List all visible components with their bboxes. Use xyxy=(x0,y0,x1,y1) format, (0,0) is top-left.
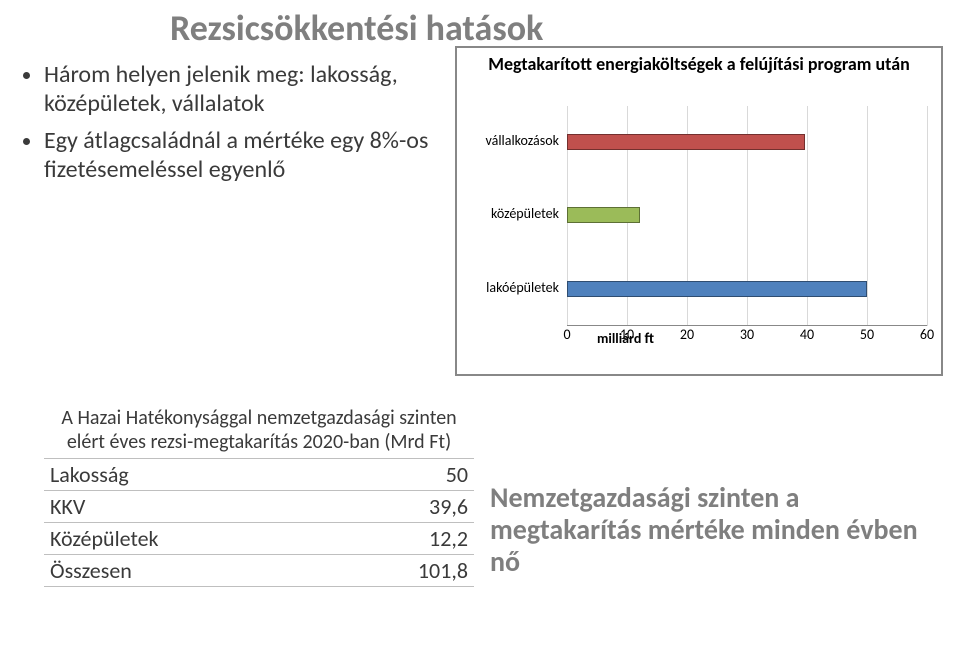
category-label: lakóépületek xyxy=(486,279,559,296)
bar-row: vállalkozások xyxy=(567,134,927,150)
chart-title: Megtakarított energiaköltségek a felújít… xyxy=(457,48,941,75)
x-tick-label: 30 xyxy=(740,326,754,343)
bullet-item: Három helyen jelenik meg: lakosság, közé… xyxy=(44,60,450,118)
x-tick-label: 50 xyxy=(860,326,874,343)
bar xyxy=(567,134,805,150)
bar xyxy=(567,207,640,223)
table-row: Lakosság50 xyxy=(44,459,474,491)
table-title: A Hazai Hatékonysággal nemzetgazdasági s… xyxy=(44,406,474,454)
bar-row: középületek xyxy=(567,207,927,223)
bar xyxy=(567,281,867,297)
x-tick-label: 20 xyxy=(680,326,694,343)
table-cell-label: Középületek xyxy=(44,523,328,555)
chart-plot-area: vállalkozások középületek lakóépületek xyxy=(567,106,927,326)
savings-table: Lakosság50KKV39,6Középületek12,2Összesen… xyxy=(44,458,474,587)
table-cell-value: 50 xyxy=(328,459,474,491)
energy-savings-chart: Megtakarított energiaköltségek a felújít… xyxy=(455,46,943,376)
summary-text: Nemzetgazdasági szinten a megtakarítás m… xyxy=(490,482,940,579)
page-title: Rezsicsökkentési hatások xyxy=(170,6,543,50)
table-cell-value: 101,8 xyxy=(328,555,474,587)
table-cell-label: KKV xyxy=(44,491,328,523)
savings-table-box: A Hazai Hatékonysággal nemzetgazdasági s… xyxy=(44,406,474,587)
category-label: vállalkozások xyxy=(486,132,560,149)
table-row: KKV39,6 xyxy=(44,491,474,523)
bar-row: lakóépületek xyxy=(567,281,927,297)
x-axis-unit: milliárd ft xyxy=(597,330,654,348)
x-tick-label: 0 xyxy=(563,326,570,343)
table-row: Összesen101,8 xyxy=(44,555,474,587)
bullet-list: Három helyen jelenik meg: lakosság, közé… xyxy=(20,60,450,192)
table-cell-value: 39,6 xyxy=(328,491,474,523)
x-tick-label: 40 xyxy=(800,326,814,343)
x-tick-label: 60 xyxy=(920,326,934,343)
bullet-item: Egy átlagcsaládnál a mértéke egy 8%-os f… xyxy=(44,126,450,184)
grid-line xyxy=(927,106,928,326)
category-label: középületek xyxy=(491,205,559,222)
table-cell-value: 12,2 xyxy=(328,523,474,555)
table-cell-label: Összesen xyxy=(44,555,328,587)
table-row: Középületek12,2 xyxy=(44,523,474,555)
table-cell-label: Lakosság xyxy=(44,459,328,491)
